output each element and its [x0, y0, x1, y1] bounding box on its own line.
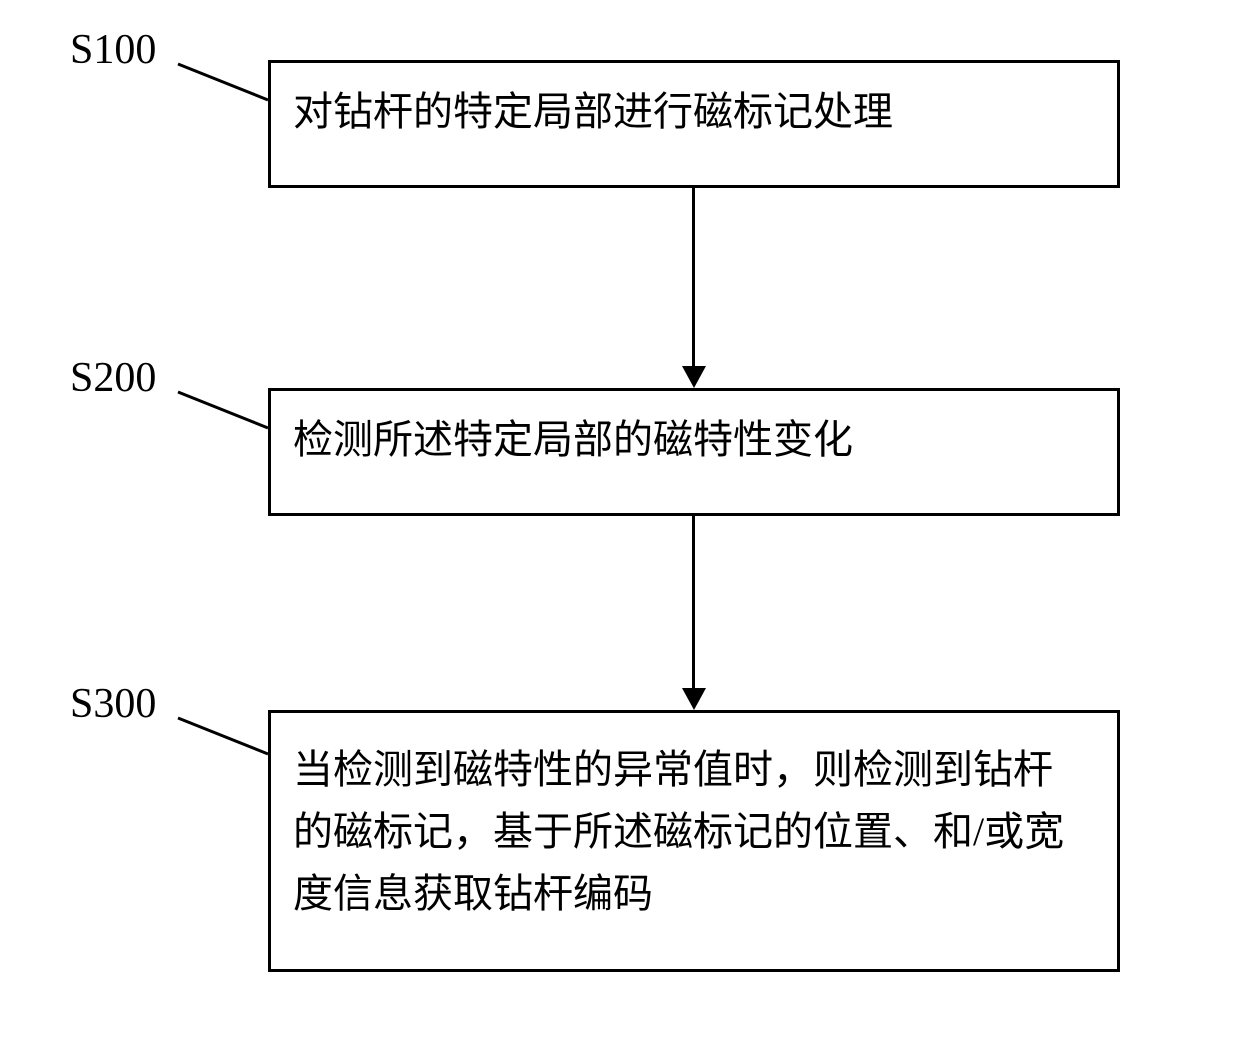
arrow-head-s200-s300: [682, 688, 706, 710]
step-label-s100: S100: [70, 26, 156, 74]
arrow-s200-s300: [692, 516, 695, 688]
step-box-s300: 当检测到磁特性的异常值时，则检测到钻杆的磁标记，基于所述磁标记的位置、和/或宽度…: [268, 710, 1120, 972]
step-text: 对钻杆的特定局部进行磁标记处理: [293, 81, 893, 143]
arrow-head-s100-s200: [682, 366, 706, 388]
step-box-s200: 检测所述特定局部的磁特性变化: [268, 388, 1120, 516]
step-text: 检测所述特定局部的磁特性变化: [293, 409, 853, 471]
flowchart-canvas: S100 对钻杆的特定局部进行磁标记处理 S200 检测所述特定局部的磁特性变化…: [0, 0, 1240, 1064]
step-label-text: S100: [70, 27, 156, 73]
step-label-s200: S200: [70, 354, 156, 402]
step-label-s300: S300: [70, 680, 156, 728]
arrow-s100-s200: [692, 188, 695, 366]
step-label-text: S300: [70, 681, 156, 727]
step-box-s100: 对钻杆的特定局部进行磁标记处理: [268, 60, 1120, 188]
step-text: 当检测到磁特性的异常值时，则检测到钻杆的磁标记，基于所述磁标记的位置、和/或宽度…: [293, 739, 1087, 925]
step-label-text: S200: [70, 355, 156, 401]
